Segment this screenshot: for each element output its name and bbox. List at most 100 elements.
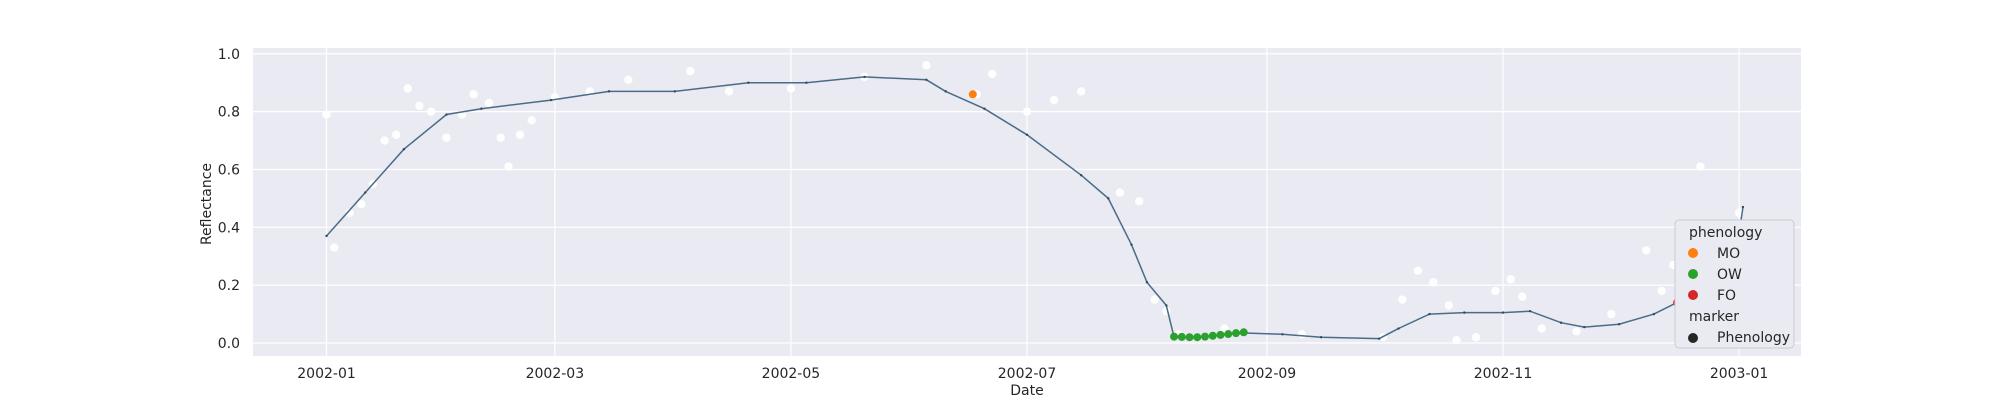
x-tick-label: 2002-11	[1474, 366, 1533, 382]
raw-observation-point	[1506, 275, 1515, 284]
raw-observation-point	[345, 208, 354, 218]
raw-observation-point	[1150, 295, 1159, 304]
raw-observation-point	[504, 162, 513, 171]
legend: phenology MO OW FO marker Phenology	[1674, 219, 1795, 349]
legend-phenology-marker	[1688, 333, 1698, 343]
raw-observation-point	[1452, 335, 1461, 345]
fitted-curve-point	[549, 98, 553, 102]
fitted-curve-point	[607, 90, 611, 93]
raw-observation-point	[1491, 286, 1500, 296]
fitted-curve-point	[1165, 304, 1168, 307]
raw-observation-point	[686, 66, 695, 76]
fitted-curve-point	[673, 90, 677, 93]
fitted-curve-point	[1397, 327, 1400, 330]
phenology-point-ow	[1216, 330, 1225, 339]
raw-observation-point	[922, 61, 931, 70]
legend-ow-label: OW	[1717, 267, 1742, 283]
raw-observation-point	[1518, 292, 1527, 301]
raw-observation-point	[1398, 295, 1407, 304]
raw-observation-point	[1135, 197, 1144, 206]
raw-observation-point	[527, 116, 536, 125]
raw-observation-point	[786, 84, 796, 93]
fitted-curve-point	[925, 78, 928, 82]
y-tick-label: 1.0	[218, 47, 240, 63]
phenology-point-ow	[1201, 332, 1210, 341]
legend-hue-title: phenology	[1689, 225, 1762, 241]
raw-observation-point	[1022, 107, 1032, 116]
fitted-curve-point	[1501, 311, 1505, 314]
raw-observation-point	[322, 110, 331, 119]
phenology-point-ow	[1239, 328, 1248, 337]
fitted-curve-point	[863, 75, 866, 79]
raw-observation-point	[469, 90, 478, 99]
fitted-curve-point	[1377, 337, 1381, 340]
legend-ow-marker	[1688, 269, 1698, 279]
x-tick-label: 2003-01	[1710, 366, 1769, 382]
raw-observation-point	[1537, 324, 1546, 333]
x-tick-label: 2002-01	[297, 366, 356, 382]
y-axis-title: Reflectance	[199, 163, 215, 245]
legend-box	[1674, 219, 1795, 349]
x-tick-label: 2002-09	[1238, 366, 1297, 382]
y-tick-label: 0.4	[218, 220, 240, 236]
raw-observation-point	[1657, 286, 1666, 296]
raw-observation-point	[1572, 327, 1581, 336]
fitted-curve-point	[1025, 133, 1029, 136]
raw-observation-point	[515, 130, 525, 139]
raw-observation-point	[1607, 309, 1616, 319]
raw-observation-point	[1429, 278, 1438, 287]
legend-fo-marker	[1688, 290, 1698, 300]
raw-observation-point	[624, 75, 633, 85]
x-tick-label: 2002-07	[998, 366, 1057, 382]
fitted-curve-point	[944, 90, 947, 93]
y-tick-label: 0.2	[218, 278, 240, 294]
legend-phenology-label: Phenology	[1717, 330, 1790, 346]
phenology-point-ow	[1208, 331, 1217, 340]
y-tick-label: 0.0	[218, 336, 240, 352]
raw-observation-point	[987, 69, 997, 79]
raw-observation-point	[1471, 333, 1481, 342]
raw-observation-point	[484, 98, 494, 108]
x-tick-label: 2002-05	[762, 366, 821, 382]
fitted-curve-point	[805, 81, 808, 84]
fitted-curve-point	[480, 107, 483, 110]
raw-observation-point	[1696, 162, 1705, 171]
fitted-curve-point	[747, 81, 750, 84]
tick-labels: 2002-01 2002-03 2002-05 2002-07 2002-09 2002-…	[218, 47, 1769, 382]
legend-mo-label: MO	[1717, 246, 1740, 262]
y-tick-label: 0.8	[218, 105, 240, 121]
raw-observation-point	[1049, 95, 1059, 105]
phenology-point-ow	[1185, 333, 1194, 342]
fitted-curve-point	[364, 191, 367, 194]
raw-observation-point	[442, 133, 451, 142]
fitted-curve-point	[1528, 309, 1532, 313]
raw-observation-point	[403, 84, 412, 93]
phenology-point-ow	[1177, 332, 1186, 341]
raw-observation-point	[415, 101, 424, 111]
raw-observation-point	[1076, 87, 1086, 96]
x-axis-title: Date	[1010, 383, 1043, 399]
raw-observation-point	[724, 87, 734, 96]
fitted-curve-point	[1107, 197, 1110, 200]
fitted-curve-point	[1145, 281, 1149, 284]
y-tick-label: 0.6	[218, 162, 240, 178]
fitted-curve-point	[1617, 322, 1621, 326]
fitted-curve-point	[445, 113, 448, 116]
fitted-curve-point	[402, 148, 406, 151]
fitted-curve-point	[1319, 336, 1323, 339]
x-tick-label: 2002-03	[526, 366, 585, 382]
raw-observation-point	[1297, 330, 1306, 339]
fitted-curve-point	[983, 107, 986, 110]
raw-observation-point	[1444, 301, 1454, 310]
phenology-point-ow	[1193, 333, 1202, 342]
fitted-curve-point	[1428, 312, 1431, 316]
fitted-curve-point	[1130, 243, 1133, 246]
legend-style-title: marker	[1689, 309, 1739, 325]
fitted-curve-point	[1583, 325, 1586, 329]
phenology-point-ow	[1224, 330, 1233, 339]
fitted-curve-point	[1741, 205, 1745, 209]
fitted-curve-point	[1079, 174, 1083, 177]
fitted-curve-point	[1559, 321, 1563, 324]
phenology-point-mo	[968, 90, 977, 99]
